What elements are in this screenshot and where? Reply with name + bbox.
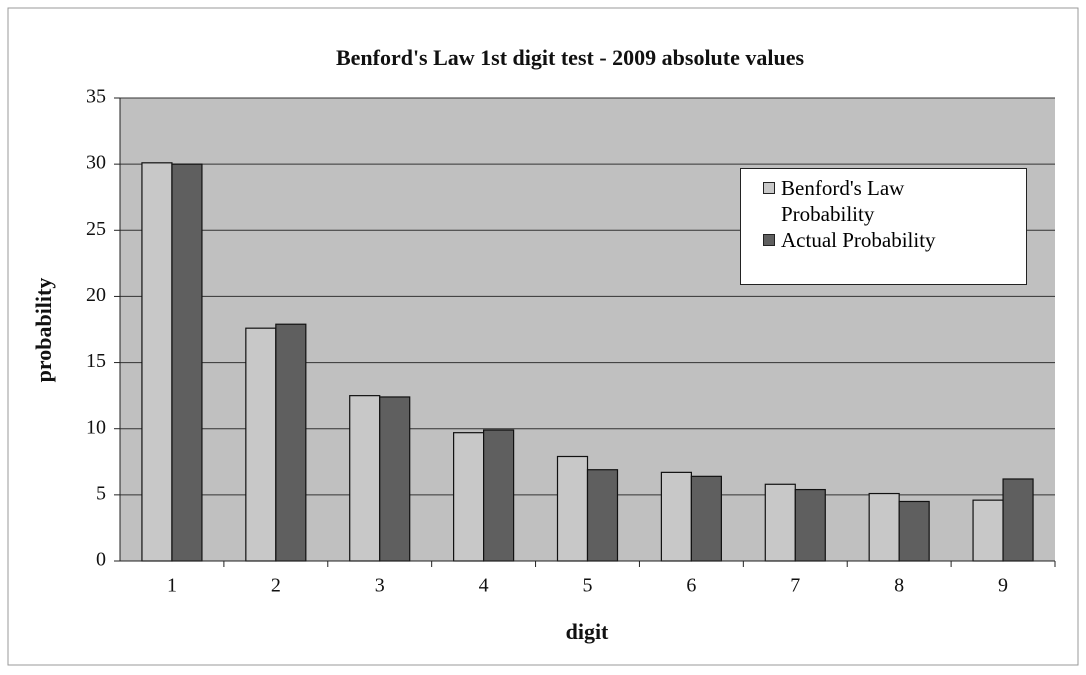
y-tick-label: 15 [86,350,106,372]
bar [349,395,381,562]
bar [453,432,485,562]
bar [794,488,826,562]
y-tick-label: 30 [86,152,106,174]
bar [245,327,277,562]
legend-item: Benford's Law Probability [763,175,931,227]
y-tick-label: 0 [96,549,106,571]
bar [660,471,692,562]
x-tick-label: 9 [998,575,1008,597]
bar [586,469,619,562]
x-tick-label: 7 [790,575,800,597]
bar [868,492,900,562]
y-tick-label: 10 [86,416,106,438]
legend-label: Actual Probability [781,228,936,252]
bar [379,396,411,562]
legend-swatch [763,182,775,194]
x-tick-label: 3 [375,575,385,597]
x-axis-label: digit [566,619,609,644]
legend-label: Benford's Law Probability [781,176,905,226]
bar [690,475,722,562]
bar [556,455,589,562]
y-axis-label: probability [31,278,56,383]
x-tick-label: 8 [894,575,904,597]
y-tick-label: 25 [86,218,106,240]
x-tick-label: 5 [583,575,593,597]
bar [171,163,203,562]
bar [972,499,1004,562]
bar [275,323,307,562]
chart-title: Benford's Law 1st digit test - 2009 abso… [336,45,805,70]
x-tick-label: 6 [686,575,696,597]
y-tick-label: 20 [86,284,106,306]
bar [483,429,515,562]
bar [898,500,930,562]
bar [764,483,796,562]
x-tick-label: 2 [271,575,281,597]
y-tick-label: 35 [86,86,106,108]
y-tick-label: 5 [96,482,106,504]
bar [1002,478,1034,562]
x-tick-label: 4 [479,575,489,597]
x-tick-label: 1 [167,575,177,597]
legend-item: Actual Probability [763,227,1016,253]
legend-swatch [763,234,775,246]
legend: Benford's Law Probability Actual Probabil… [740,168,1027,285]
bar [141,162,173,562]
